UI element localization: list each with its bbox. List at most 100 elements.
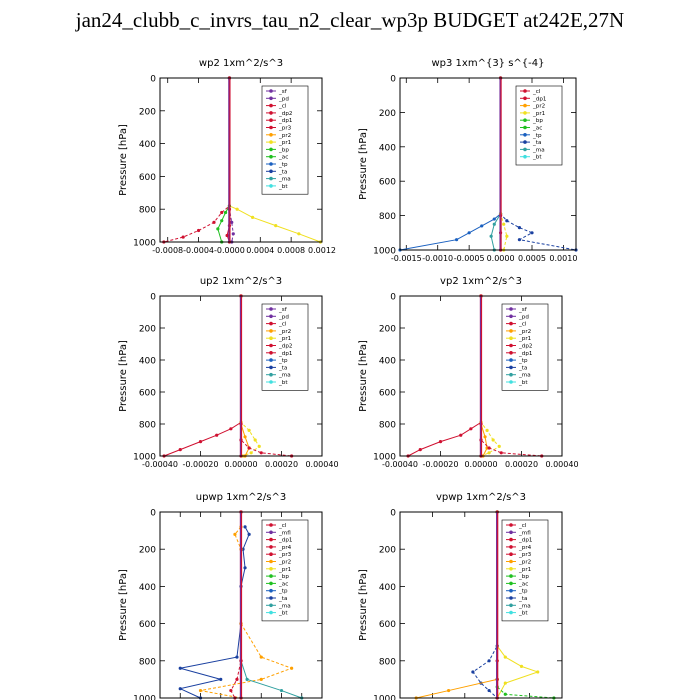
y-tick-label: 400 [139,357,156,367]
legend-label-ac: _ac [532,126,542,132]
data-point [247,532,251,536]
data-point [438,440,443,444]
legend-swatch-marker [269,574,273,578]
legend-swatch-marker [269,530,273,535]
legend-label-pr4: _pr4 [278,545,292,551]
y-tick-label: 400 [379,143,396,153]
legend-swatch-marker [269,140,273,144]
legend-swatch-marker [269,321,273,326]
legend-swatch-marker [269,567,273,571]
y-tick-label: 1000 [373,453,396,463]
x-tick-label: -0.00020 [183,460,219,469]
chart-title: up2 1xm^2/s^3 [200,276,282,287]
data-point [178,448,182,452]
data-point [418,448,422,452]
y-tick-label: 600 [139,620,156,630]
series-line-pr2 [416,512,498,699]
x-tick-label: -0.0000 [214,246,245,255]
legend-label-pd: _pd [278,314,289,320]
legend-label-ta: _ta [278,169,287,175]
chart-panel-3: up2 1xm^2/s^3 Pressure [hPa] 0 200 400 600 800… [118,276,339,469]
legend-label-pr1: _pr1 [532,111,546,117]
y-tick-label: 400 [139,583,156,593]
y-tick-label: 1000 [373,695,396,700]
y-tick-label: 800 [379,421,396,431]
y-tick-label: 0 [390,75,396,85]
y-tick-label: 1000 [373,247,396,257]
legend-label-tp: _tp [278,162,288,168]
legend-label-tp: _tp [278,589,288,595]
legend-label-sf: _sf [278,89,288,95]
data-point [215,433,219,437]
data-point [253,438,257,442]
series-line-dp1 [163,78,230,243]
y-tick-label: 0 [390,293,396,303]
data-point [447,688,451,693]
data-point [243,435,247,439]
chart-title: vpwp 1xm^2/s^3 [436,492,526,503]
legend-label-dp2: _dp2 [518,344,532,350]
legend-label-cl: _cl [278,322,287,328]
legend-label-mfl: _mfl [518,530,531,536]
plot-frame [399,295,563,457]
y-tick-label: 200 [379,546,396,556]
series-line-dp1 [163,296,242,457]
data-point [235,677,239,682]
data-point [212,220,216,224]
legend-label-pr2: _pr2 [278,329,291,335]
series-line-pr2 [200,526,294,699]
plot-frame [399,511,563,699]
legend-swatch-marker [509,343,513,348]
x-tick-label: -0.0008 [152,246,183,255]
legend-swatch-marker [269,603,273,608]
legend-label-tp: _tp [532,133,542,139]
y-tick-label: 200 [379,109,396,119]
x-tick-label: 0.00000 [224,460,257,469]
legend-swatch-marker [509,596,513,600]
legend-label-bt: _bt [278,380,288,386]
legend-swatch-marker [509,336,513,341]
legend-swatch-marker [523,89,527,93]
data-point [487,688,491,693]
data-point [517,238,522,242]
data-point [502,222,506,226]
y-tick-label: 0 [150,293,156,303]
legend-label-tp: _tp [518,358,528,364]
legend-label-ma: _ma [278,603,291,609]
chart-title: wp2 1xm^2/s^3 [199,58,283,69]
y-tick-label: 600 [379,620,396,630]
legend-label-ta: _ta [278,596,287,602]
legend-swatch-marker [509,537,513,542]
data-point [249,451,253,455]
legend-swatch-marker [509,307,513,311]
x-tick-label: 0.0012 [308,246,336,255]
y-tick-label: 600 [379,389,396,399]
legend-swatch-marker [509,588,513,593]
data-point [530,231,534,235]
legend-swatch-marker [269,329,273,333]
chart-panel-1: wp2 1xm^2/s^3 Pressure [hPa] 0 200 400 600 800… [118,58,336,255]
data-point [196,228,201,233]
y-tick-label: 0 [150,75,156,85]
legend-swatch-marker [509,581,513,586]
y-axis-label: Pressure [hPa] [358,569,369,641]
y-tick-label: 600 [139,389,156,399]
legend-label-pr1: _pr1 [518,567,532,573]
legend-label-pd: _pd [518,314,529,320]
data-point [279,688,284,693]
legend-swatch-marker [269,581,273,586]
y-tick-label: 400 [139,140,156,150]
y-tick-label: 400 [379,583,396,593]
data-point [505,219,509,223]
x-tick-label: 0.00040 [545,460,578,469]
data-point [297,232,301,236]
y-tick-label: 600 [139,173,156,183]
data-point [259,677,263,682]
series-line-ta [472,512,498,699]
legend-label-dp1: _dp1 [278,538,293,544]
data-point [499,451,503,455]
legend-label-cl: _cl [278,104,287,110]
legend-label-ma: _ma [278,373,291,379]
data-point [290,666,294,670]
